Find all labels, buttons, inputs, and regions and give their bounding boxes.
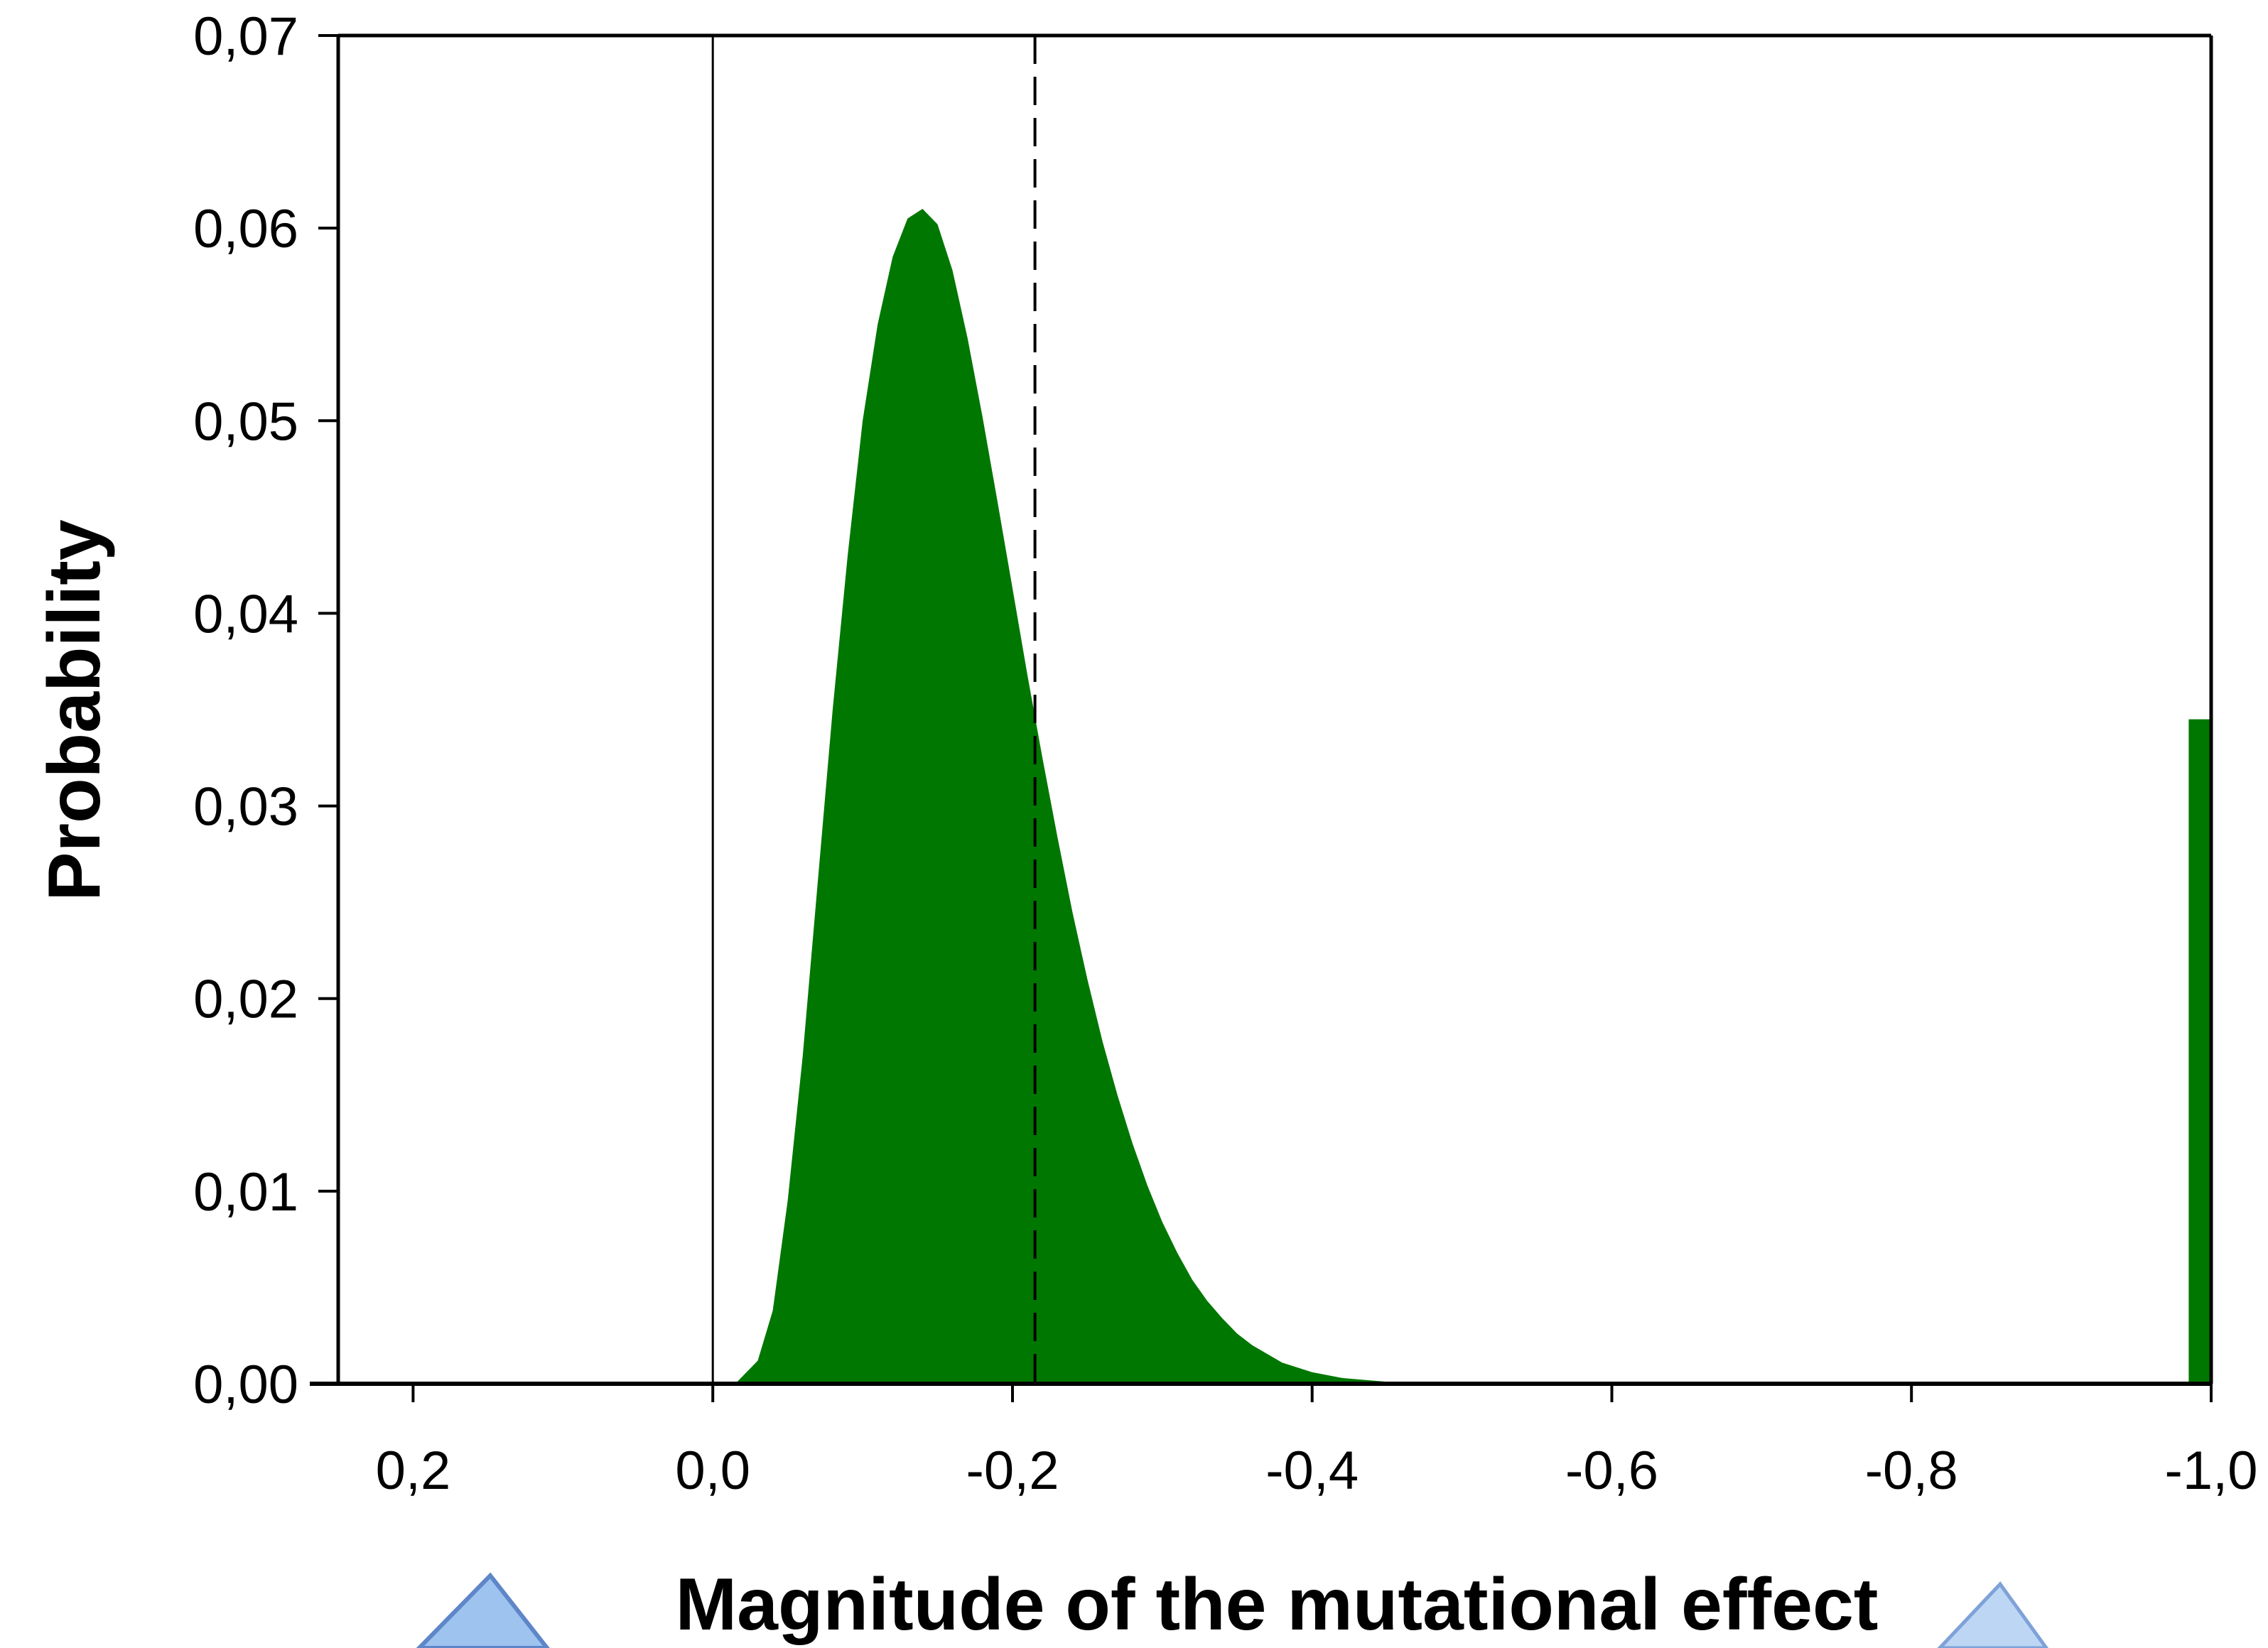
- distribution-area: [735, 209, 1462, 1384]
- x-tick-label: -0,4: [1265, 1441, 1359, 1501]
- y-tick-label: 0,04: [193, 584, 298, 644]
- y-tick-label: 0,01: [193, 1162, 298, 1223]
- reference-lines: [711, 36, 1037, 1384]
- decor-shape-left: [416, 1572, 550, 1648]
- x-tick-label: -0,8: [1865, 1441, 1958, 1501]
- y-tick-label: 0,06: [193, 199, 298, 259]
- decor-shape-right: [1937, 1581, 2049, 1648]
- x-axis-ticks: 0,2 0,0 -0,2 -0,4 -0,6 -0,8 -1,0: [376, 1384, 2258, 1501]
- lethal-mutation-bar: [2188, 719, 2211, 1384]
- y-tick-label: 0,00: [193, 1355, 298, 1415]
- x-tick-label: 0,2: [376, 1441, 451, 1501]
- axes: [310, 33, 2213, 1386]
- y-axis-title: Probability: [33, 519, 116, 901]
- y-tick-label: 0,03: [193, 777, 298, 837]
- x-tick-label: 0,0: [675, 1441, 750, 1501]
- y-axis-ticks: 0,00 0,01 0,02 0,03 0,04 0,05 0,06 0,07: [193, 6, 338, 1415]
- y-tick-label: 0,02: [193, 970, 298, 1030]
- x-axis-title: Magnitude of the mutational effect: [676, 1563, 1879, 1646]
- y-tick-label: 0,07: [193, 6, 298, 67]
- x-tick-label: -0,2: [966, 1441, 1059, 1501]
- x-tick-label: -0,6: [1565, 1441, 1658, 1501]
- y-tick-label: 0,05: [193, 391, 298, 452]
- x-tick-label: -1,0: [2165, 1441, 2258, 1501]
- plot-area: [735, 209, 2211, 1384]
